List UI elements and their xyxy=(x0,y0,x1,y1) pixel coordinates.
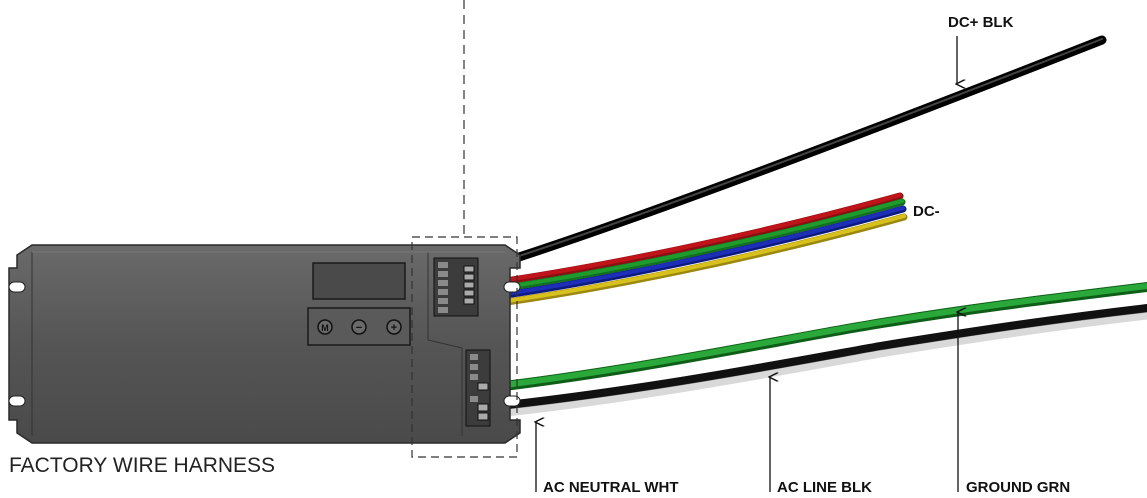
output-terminal-block xyxy=(433,257,479,317)
mounting-slot-left-bottom xyxy=(8,395,26,407)
label-factory-wire-harness: FACTORY WIRE HARNESS xyxy=(9,454,275,477)
driver-housing: M − + xyxy=(8,244,521,444)
input-terminal-block xyxy=(465,349,491,427)
display-window xyxy=(312,262,406,300)
label-dc-plus: DC+ BLK xyxy=(948,14,1014,31)
label-ground: GROUND GRN xyxy=(966,479,1070,496)
label-dc-minus: DC- xyxy=(913,203,940,220)
mounting-slot-right-top xyxy=(503,281,521,293)
mounting-slot-right-bottom xyxy=(503,395,521,407)
svg-text:+: + xyxy=(391,322,397,334)
dc-minus-wire-bundle xyxy=(474,192,908,310)
terminal-callout-box xyxy=(411,236,518,458)
mode-button: M xyxy=(317,319,333,335)
plus-button: + xyxy=(386,319,402,335)
svg-text:M: M xyxy=(321,323,329,333)
label-ac-line: AC LINE BLK xyxy=(777,479,872,496)
ac-line-neutral-wire-pair xyxy=(481,304,1147,419)
label-ac-neutral: AC NEUTRAL WHT xyxy=(543,479,679,496)
minus-button: − xyxy=(351,319,367,335)
mounting-slot-left-top xyxy=(8,281,26,293)
svg-text:−: − xyxy=(356,322,362,334)
ground-wire xyxy=(483,282,1147,393)
